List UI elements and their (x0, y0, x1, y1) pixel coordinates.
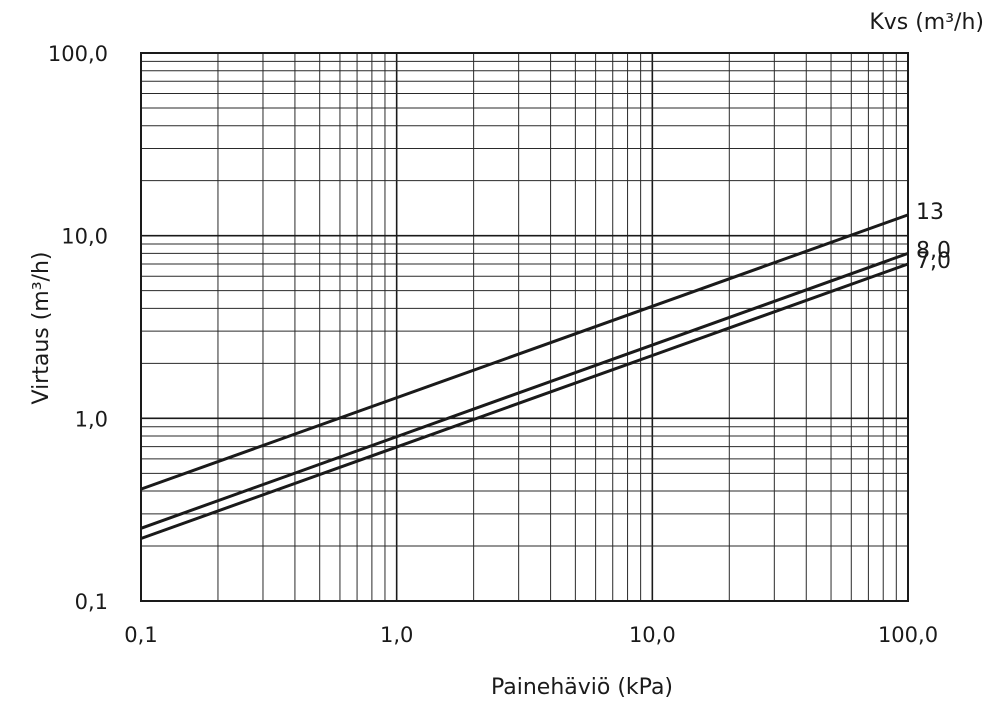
series-line (140, 213, 909, 491)
x-tick-labels: 0,1 1,0 10,0 100,0 (124, 623, 938, 647)
series-line (140, 251, 909, 530)
series-line (140, 262, 909, 540)
x-axis-title: Painehäviö (kPa) (491, 675, 673, 700)
plot-frame (140, 52, 909, 602)
y-tick-labels: 0,1 1,0 10,0 100,0 (48, 42, 108, 614)
y-tick-label: 10,0 (61, 225, 108, 249)
y-tick-label: 100,0 (48, 42, 108, 66)
y-tick-label: 1,0 (75, 407, 108, 431)
series-label: 7,0 (916, 249, 951, 274)
y-axis-title: Virtaus (m³/h) (29, 251, 54, 404)
series-label: 13 (916, 200, 944, 225)
series-labels: 13 8,07,0 (916, 200, 951, 274)
x-tick-label: 10,0 (629, 623, 676, 647)
series-label: 8,0 (916, 238, 951, 263)
x-tick-label: 0,1 (124, 623, 157, 647)
series-lines (140, 213, 909, 540)
x-tick-label: 1,0 (380, 623, 413, 647)
legend-title: Kvs (m³/h) (869, 10, 984, 35)
x-tick-label: 100,0 (878, 623, 938, 647)
y-tick-label: 0,1 (75, 590, 108, 614)
grid-lines (140, 53, 908, 602)
